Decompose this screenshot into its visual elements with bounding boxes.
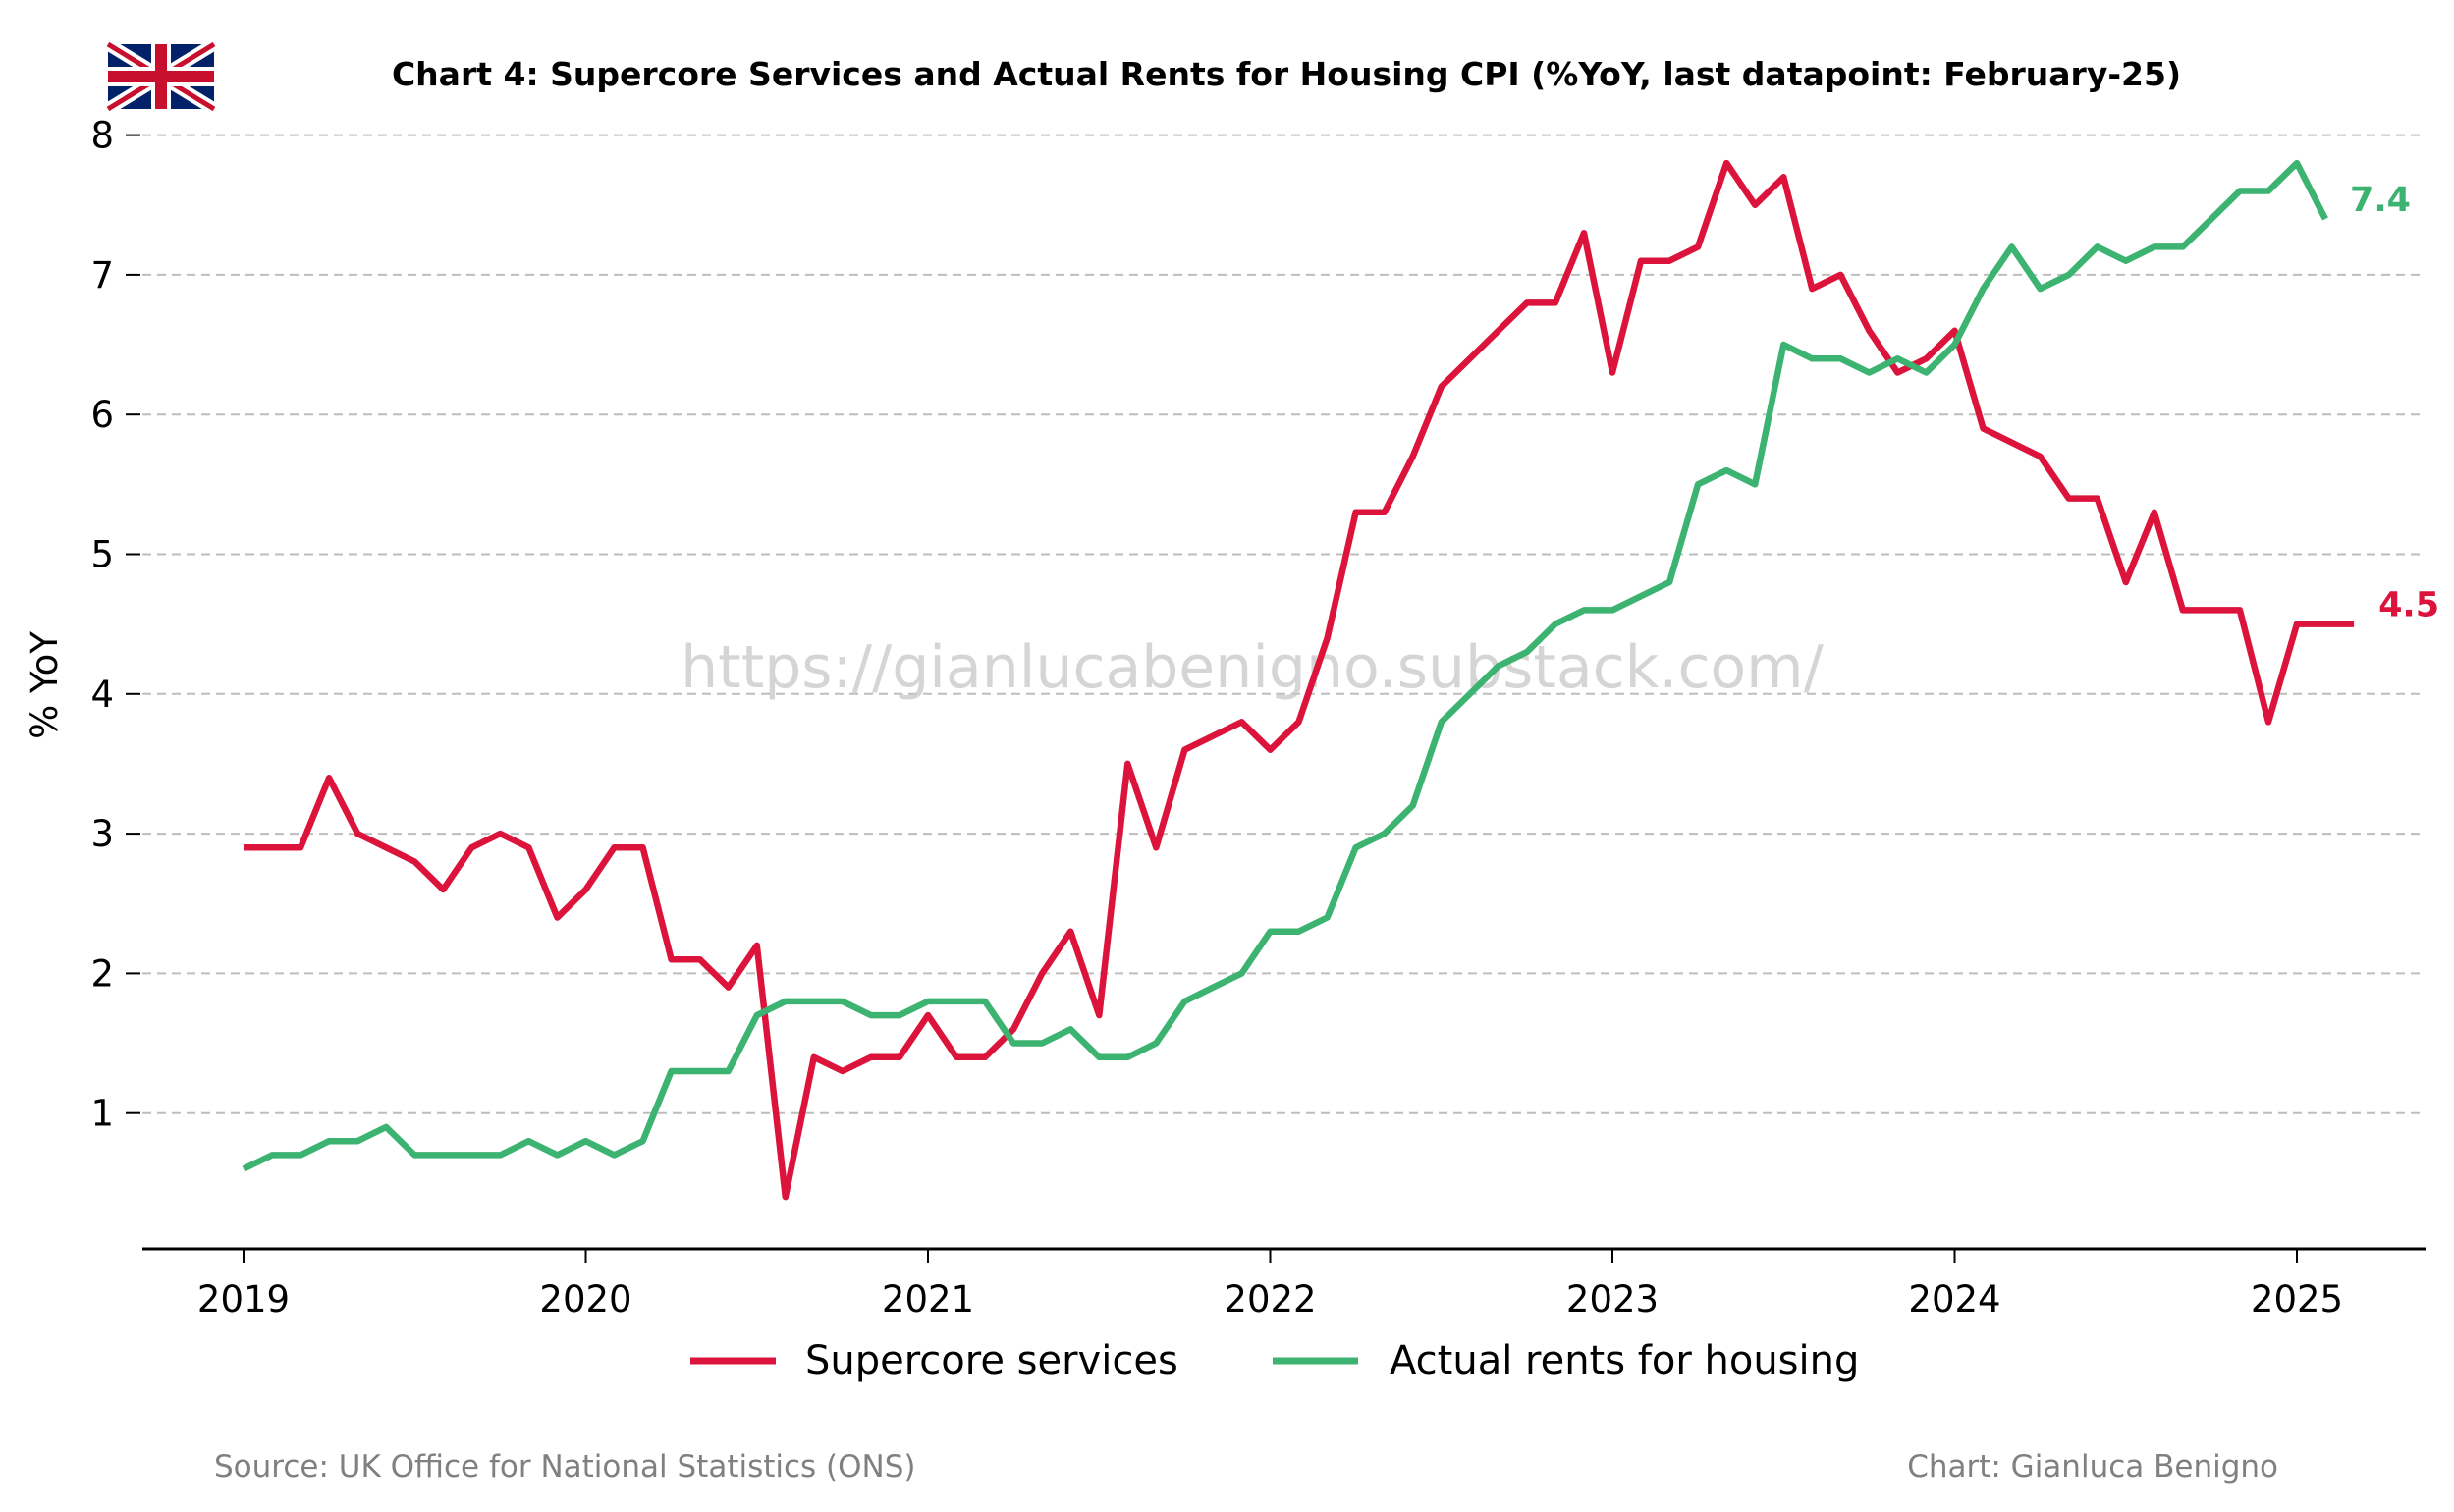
- x-axis: 2019 2020 2021 2022 2023 2024 2025: [142, 1247, 2426, 1321]
- chart-title: Chart 4: Supercore Services and Actual R…: [392, 55, 2181, 93]
- x-tick-label: 2022: [1224, 1278, 1316, 1321]
- watermark: https://gianlucabenigno.substack.com/: [681, 633, 1824, 702]
- legend: Supercore services Actual rents for hous…: [690, 1338, 1859, 1383]
- x-tick-label: 2020: [539, 1278, 631, 1321]
- plot-lines: [242, 159, 2355, 1201]
- x-tick-label: 2023: [1566, 1278, 1659, 1321]
- legend-label-rents: Actual rents for housing: [1390, 1338, 1859, 1383]
- y-axis-label: % YoY: [24, 631, 66, 739]
- grid: [142, 134, 2426, 1114]
- y-tick-label: 7: [90, 254, 114, 297]
- y-tick-label: 4: [90, 674, 114, 716]
- legend-label-supercore: Supercore services: [805, 1338, 1178, 1383]
- series-line-rents: [242, 159, 2328, 1172]
- uk-flag-icon: [104, 38, 218, 115]
- end-label-rents: 7.4: [2350, 181, 2411, 220]
- y-tick-label: 2: [90, 952, 114, 995]
- end-labels: 4.5 7.4: [2350, 181, 2439, 625]
- y-tick-label: 1: [90, 1093, 114, 1135]
- chart-credit: Chart: Gianluca Benigno: [1907, 1449, 2278, 1485]
- x-tick-label: 2019: [197, 1278, 290, 1321]
- end-label-supercore: 4.5: [2378, 586, 2439, 625]
- y-tick-label: 6: [90, 394, 114, 436]
- series-line-supercore: [244, 159, 2355, 1201]
- y-tick-label: 5: [90, 534, 114, 576]
- y-tick-label: 3: [90, 813, 114, 855]
- x-tick-label: 2025: [2251, 1278, 2343, 1321]
- x-tick-label: 2024: [1908, 1278, 2000, 1321]
- y-axis: 1 2 3 4 5 6 7 8: [90, 115, 140, 1135]
- source-note: Source: UK Office for National Statistic…: [214, 1449, 916, 1485]
- y-tick-label: 8: [90, 115, 114, 157]
- x-tick-label: 2021: [882, 1278, 974, 1321]
